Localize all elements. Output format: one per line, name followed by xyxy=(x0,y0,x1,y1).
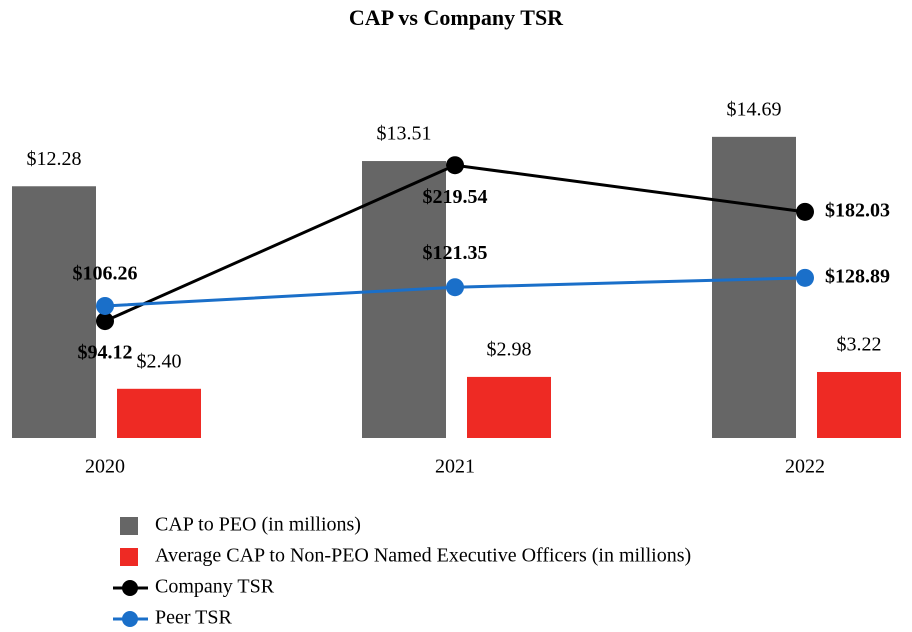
bar xyxy=(117,388,201,438)
marker xyxy=(796,202,814,221)
legend-swatch xyxy=(120,517,138,535)
x-tick-label: 2020 xyxy=(85,456,125,478)
legend-label: Peer TSR xyxy=(155,607,233,629)
chart-title: CAP vs Company TSR xyxy=(349,5,564,30)
marker xyxy=(446,278,464,297)
legend-label: CAP to PEO (in millions) xyxy=(155,514,361,536)
marker xyxy=(796,268,814,287)
value-label: $3.22 xyxy=(837,334,882,356)
x-tick-label: 2021 xyxy=(435,456,475,478)
legend-label: Average CAP to Non-PEO Named Executive O… xyxy=(155,545,691,567)
marker xyxy=(96,296,114,315)
legend-swatch xyxy=(120,548,138,566)
value-label: $14.69 xyxy=(727,98,782,120)
bar xyxy=(12,186,96,438)
value-label: $94.12 xyxy=(78,342,133,364)
value-label: $12.28 xyxy=(27,148,82,170)
value-label: $182.03 xyxy=(825,199,890,221)
value-label: $13.51 xyxy=(377,123,432,145)
x-tick-label: 2022 xyxy=(785,456,825,478)
legend-marker xyxy=(122,611,138,627)
marker xyxy=(96,312,114,331)
marker xyxy=(446,156,464,175)
value-label: $2.40 xyxy=(137,350,182,372)
value-label: $121.35 xyxy=(423,242,488,264)
bar xyxy=(362,161,446,439)
value-label: $219.54 xyxy=(423,186,488,208)
bar xyxy=(712,136,796,439)
legend-marker xyxy=(122,580,138,596)
bar xyxy=(817,371,901,438)
legend-label: Company TSR xyxy=(155,576,275,598)
value-label: $2.98 xyxy=(487,339,532,361)
value-label: $106.26 xyxy=(73,263,138,285)
bar xyxy=(467,376,551,438)
value-label: $128.89 xyxy=(825,265,890,287)
